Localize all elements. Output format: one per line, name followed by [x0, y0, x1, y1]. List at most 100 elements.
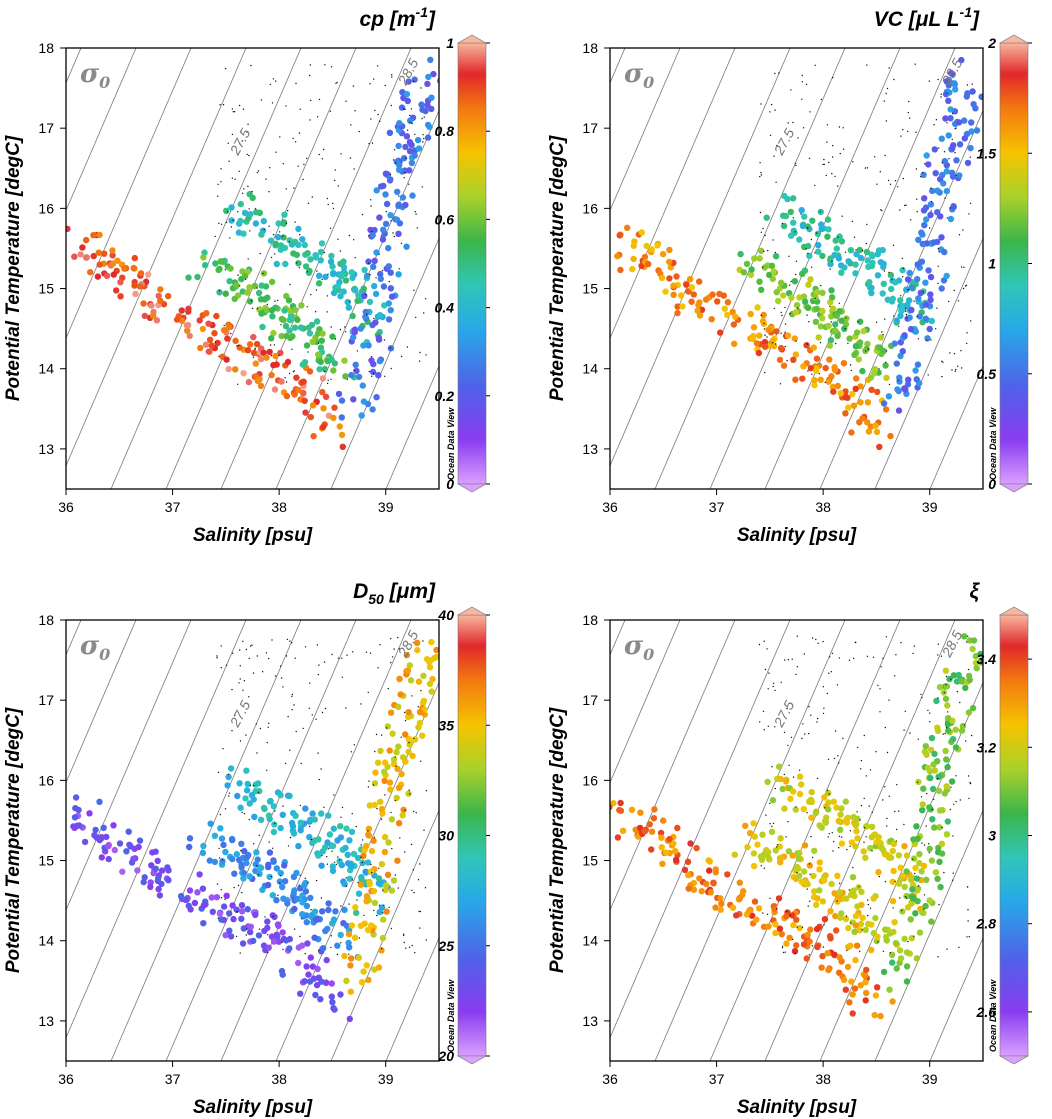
data-point [270, 361, 277, 369]
data-point [334, 283, 341, 290]
data-point [250, 333, 257, 341]
trace-dot [894, 810, 896, 813]
data-point [934, 875, 941, 882]
trace-dot [390, 638, 392, 640]
trace-dot [951, 369, 953, 371]
data-point [852, 385, 859, 392]
trace-dot [247, 185, 249, 188]
data-point [185, 902, 192, 910]
data-point [268, 335, 275, 342]
data-point [617, 807, 625, 814]
trace-dot [339, 328, 342, 331]
data-point [194, 889, 201, 896]
data-point [891, 340, 898, 347]
trace-dot [789, 914, 791, 917]
data-point [251, 813, 258, 820]
data-point [793, 942, 800, 949]
data-point [385, 300, 392, 307]
data-point [295, 842, 302, 850]
trace-dot [304, 877, 307, 879]
trace-dot [856, 811, 858, 813]
trace-dot [307, 881, 309, 884]
data-point [747, 310, 754, 318]
data-point [952, 726, 959, 733]
trace-dot [231, 133, 234, 136]
data-point [834, 382, 841, 390]
data-point [679, 303, 686, 310]
trace-dot [316, 644, 318, 646]
data-point [244, 289, 251, 296]
data-point [223, 356, 230, 363]
trace-dot [371, 871, 373, 874]
isopycnal-line [764, 620, 956, 1061]
data-point [338, 397, 346, 404]
trace-dot [889, 952, 891, 954]
trace-dot [844, 251, 847, 253]
data-point [821, 794, 828, 801]
trace-dot [823, 924, 825, 926]
odv-watermark: Ocean Data View [446, 979, 456, 1052]
data-point [377, 798, 384, 805]
trace-dot [886, 87, 889, 90]
data-point [870, 929, 877, 937]
data-point [958, 727, 966, 734]
trace-dot [871, 811, 873, 813]
trace-dot [792, 938, 794, 941]
trace-dot [959, 799, 961, 801]
data-point [211, 832, 219, 839]
data-point [396, 220, 404, 227]
data-point [131, 254, 138, 262]
data-point [758, 856, 766, 863]
data-point [186, 835, 194, 842]
trace-dot [811, 856, 814, 859]
data-point [387, 269, 394, 276]
data-point [792, 351, 800, 358]
trace-dot [800, 213, 802, 215]
trace-dot [954, 151, 956, 154]
data-point [892, 940, 900, 947]
data-point [277, 792, 284, 799]
data-point [425, 73, 432, 81]
trace-dot [771, 825, 773, 828]
data-point [260, 217, 267, 225]
data-point [900, 872, 907, 879]
data-point [148, 862, 155, 869]
trace-dot [936, 778, 938, 780]
trace-dot [879, 688, 881, 690]
data-point [303, 963, 310, 970]
trace-dot [944, 197, 946, 199]
data-point [864, 340, 871, 348]
data-point [351, 329, 358, 336]
trace-dot [830, 671, 832, 673]
data-point [291, 306, 299, 314]
trace-dot [292, 371, 295, 373]
trace-dot [794, 952, 796, 955]
data-point [241, 848, 248, 855]
y-tick-label: 15 [582, 281, 598, 297]
trace-dot [256, 308, 259, 310]
trace-dot [952, 835, 954, 837]
data-point [250, 937, 257, 945]
data-point [273, 260, 280, 268]
trace-dot [392, 159, 395, 161]
trace-dot [884, 881, 887, 883]
trace-dot [913, 645, 915, 647]
data-point [341, 906, 348, 913]
data-point [330, 916, 338, 923]
data-point [281, 307, 288, 314]
data-point [666, 246, 673, 254]
data-point [936, 824, 943, 831]
data-point [943, 783, 950, 790]
trace-dot [952, 879, 954, 881]
data-point [267, 237, 275, 244]
data-point [923, 216, 930, 223]
trace-dot [331, 850, 333, 852]
data-point [874, 272, 882, 279]
data-point [280, 935, 288, 943]
trace-dot [375, 733, 378, 736]
data-point [266, 873, 273, 881]
data-point [852, 343, 860, 350]
data-point [222, 932, 229, 939]
data-point [929, 816, 936, 823]
data-point [228, 217, 235, 224]
